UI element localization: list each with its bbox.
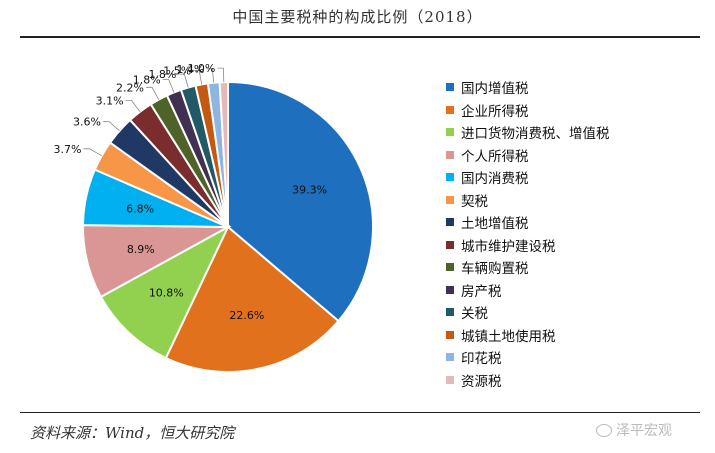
legend-item-8: 车辆购置税 [446,256,610,279]
bottom-rule [20,412,700,413]
legend-item-1: 企业所得税 [446,99,610,122]
legend-item-6: 土地增值税 [446,211,610,234]
leader-line-9 [162,79,175,93]
source-note: 资料来源：Wind，恒大研究院 [30,424,235,442]
slice-label-2: 10.8% [149,286,184,299]
slice-label-9: 1.8% [133,74,161,87]
leader-line-13 [217,67,225,83]
legend-swatch-2 [446,128,454,137]
leader-line-6 [103,121,120,132]
watermark-text: 泽平宏观 [616,423,672,439]
slice-label-13: 1.0% [187,62,215,75]
legend-swatch-5 [446,195,454,204]
legend-item-12: 印花税 [446,346,610,369]
legend-swatch-11 [446,330,454,339]
slice-label-3: 8.9% [127,243,155,256]
legend-label-8: 车辆购置税 [461,261,529,278]
legend-swatch-1 [446,105,454,114]
legend-item-11: 城镇土地使用税 [446,324,610,347]
slice-label-5: 3.7% [54,143,82,156]
leader-line-5 [83,148,102,157]
legend-label-7: 城市维护建设税 [461,238,556,255]
wechat-icon [596,424,612,437]
slice-label-10: 1.8% [148,68,176,81]
legend-label-4: 国内消费税 [461,171,529,188]
pie-slice-0 [227,80,374,323]
leader-line-11 [193,70,203,85]
watermark: 泽平宏观 [596,420,672,440]
legend-swatch-12 [446,353,454,362]
legend-swatch-6 [446,218,454,227]
pie-slice-2 [99,224,231,360]
legend-swatch-10 [446,308,454,317]
top-rule [20,36,700,38]
legend-swatch-13 [446,375,454,384]
legend-item-13: 资源税 [446,369,610,392]
legend-item-3: 个人所得税 [446,144,610,167]
slice-label-0: 39.3% [292,183,327,196]
legend-label-5: 契税 [461,193,488,210]
legend-label-12: 印花税 [461,351,502,368]
legend-swatch-0 [446,83,454,92]
legend-swatch-8 [446,263,454,272]
pie-slice-1 [164,225,340,373]
legend-label-9: 房产税 [461,283,502,300]
legend-swatch-4 [446,173,454,182]
slice-label-4: 6.8% [126,202,154,215]
legend-label-10: 关税 [461,306,488,323]
leader-line-7 [125,100,141,112]
legend-swatch-7 [446,240,454,249]
legend-item-5: 契税 [446,189,610,212]
chart-title: 中国主要税种的构成比例（2018） [232,8,483,26]
slice-label-6: 3.6% [73,116,101,129]
legend-label-2: 进口货物消费税、增值税 [461,126,610,143]
legend-label-6: 土地增值税 [461,216,529,233]
legend-label-1: 企业所得税 [461,103,529,120]
slice-label-7: 3.1% [96,95,124,108]
leader-line-12 [206,68,215,83]
chart-legend: 国内增值税企业所得税进口货物消费税、增值税 个人所得税国内消费税契税土地增值税城市… [446,76,610,391]
leader-line-8 [146,86,160,100]
slice-label-12: 1.4% [176,63,204,76]
legend-item-9: 房产税 [446,279,610,302]
legend-item-7: 城市维护建设税 [446,234,610,257]
legend-item-4: 国内消费税 [446,166,610,189]
legend-item-10: 关税 [446,301,610,324]
legend-swatch-9 [446,285,454,294]
legend-swatch-3 [446,150,454,159]
legend-item-0: 国内增值税 [446,76,610,99]
slice-label-8: 2.2% [116,81,144,94]
legend-label-11: 城镇土地使用税 [461,328,556,345]
legend-item-2: 进口货物消费税、增值税 [446,121,610,144]
legend-label-0: 国内增值税 [461,81,529,98]
leader-line-10 [178,73,189,88]
legend-label-3: 个人所得税 [461,148,529,165]
slice-label-11: 1.5% [163,65,191,78]
legend-label-13: 资源税 [461,373,502,390]
slice-label-1: 22.6% [229,309,264,322]
